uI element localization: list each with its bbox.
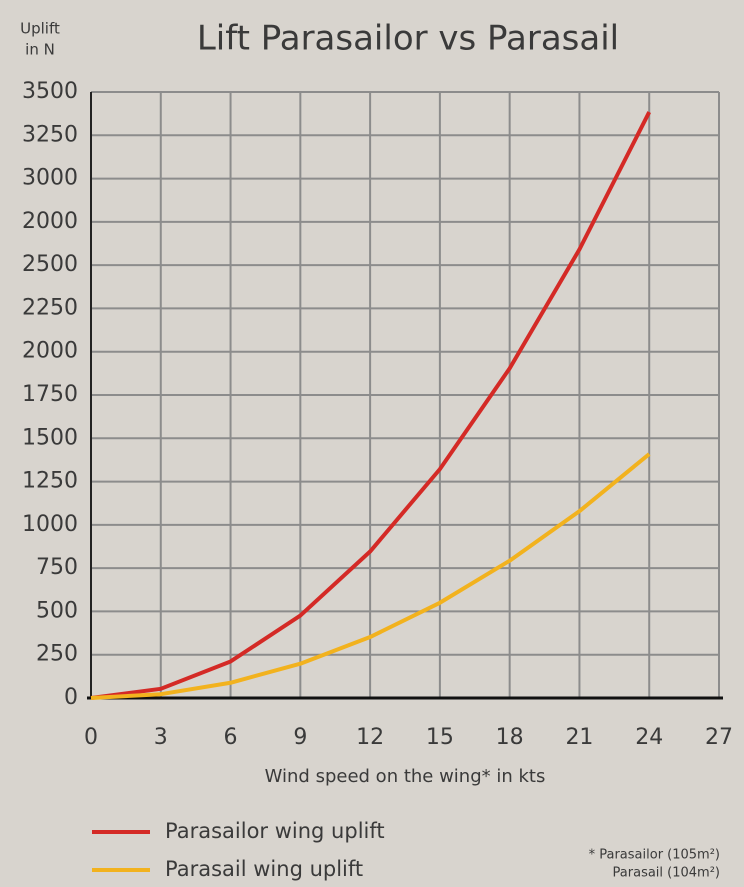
- x-tick-label: 9: [293, 725, 307, 750]
- y-tick-label: 1750: [22, 382, 78, 407]
- x-tick-label: 21: [565, 725, 593, 750]
- line-series: [90, 452, 651, 700]
- y-tick-label: 1250: [22, 469, 78, 494]
- x-tick-label: 24: [635, 725, 663, 750]
- y-tick-label: 3000: [22, 166, 78, 191]
- footnote: * Parasailor (105m²): [589, 848, 720, 863]
- y-tick-label: 750: [36, 555, 78, 580]
- y-tick-label: 1000: [22, 512, 78, 537]
- y-axis-label: Uplift: [20, 20, 60, 38]
- x-tick-label: 15: [426, 725, 454, 750]
- footnote: Parasail (104m²): [613, 866, 720, 881]
- x-tick-label: 27: [705, 725, 733, 750]
- y-axis-label: in N: [25, 41, 55, 59]
- y-tick-label: 2000: [22, 339, 78, 364]
- x-tick-label: 12: [356, 725, 384, 750]
- legend-label: Parasailor wing uplift: [165, 819, 385, 843]
- x-tick-label: 3: [154, 725, 168, 750]
- y-tick-label: 2500: [22, 252, 78, 277]
- y-tick-label: 0: [64, 685, 78, 710]
- chart-title: Lift Parasailor vs Parasail: [197, 19, 619, 59]
- y-tick-label: 250: [36, 642, 78, 667]
- y-tick-label: 2250: [22, 295, 78, 320]
- y-tick-label: 3250: [22, 122, 78, 147]
- legend-label: Parasail wing uplift: [165, 857, 363, 881]
- x-tick-label: 0: [84, 725, 98, 750]
- x-tick-label: 18: [496, 725, 524, 750]
- y-tick-label: 500: [36, 598, 78, 623]
- y-tick-label: 1500: [22, 425, 78, 450]
- y-tick-label: 3500: [22, 79, 78, 104]
- line-series: [90, 111, 652, 700]
- y-tick-label: 2000: [22, 209, 78, 234]
- x-axis-label: Wind speed on the wing* in kts: [265, 766, 546, 787]
- x-tick-label: 6: [224, 725, 238, 750]
